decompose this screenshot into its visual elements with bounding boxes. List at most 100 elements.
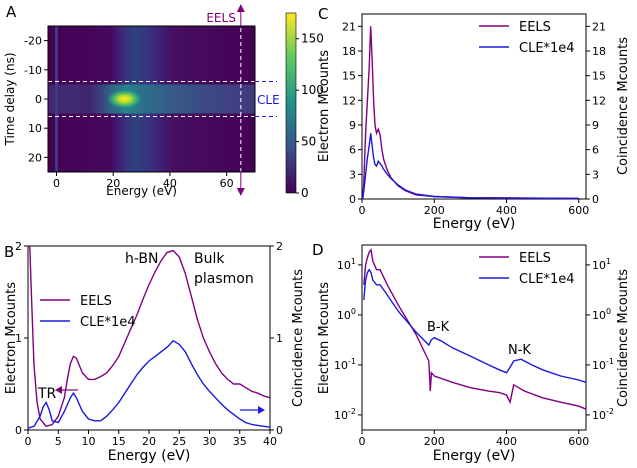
b-x-label: Energy (eV)	[108, 448, 191, 464]
c-x-tick-label: 0	[359, 204, 366, 217]
b-x-tick-label: 30	[203, 435, 217, 448]
eels-arrow-down	[236, 188, 245, 196]
a-x-tick-label: 0	[53, 177, 60, 190]
colorbar	[285, 12, 297, 194]
annotation-plasmon: plasmon	[194, 271, 254, 287]
c-y2-tick-label: 0	[592, 193, 599, 206]
annotation-hbn: h-BN	[125, 251, 159, 267]
c-legend-label: EELS	[519, 20, 551, 35]
c-y2-tick-label: 15	[592, 70, 606, 83]
a-x-label: Energy (eV)	[106, 184, 177, 198]
colorbar-tick-label: 100	[301, 83, 324, 97]
d-y-tick-label: 10-2	[334, 407, 356, 422]
c-y-tick-label: 0	[349, 193, 356, 206]
b-x-tick-label: 15	[112, 435, 126, 448]
b-y-tick-label: 1	[15, 332, 22, 345]
c-y2-label: Coincidence Mcounts	[616, 37, 631, 175]
d-y2-tick-label: 10-1	[592, 357, 614, 372]
d-legend-label: CLE*1e4	[519, 272, 575, 287]
d-y2-tick-exp: 1	[606, 257, 611, 266]
c-y-tick-label: 18	[342, 45, 356, 58]
d-y2-tick-label: 100	[592, 307, 611, 322]
b-legend-label: CLE*1e4	[80, 315, 136, 330]
a-y-tick-label: 20	[28, 151, 42, 164]
d-y2-tick-exp: 0	[606, 307, 611, 316]
annotation-bulk: Bulk	[194, 251, 225, 267]
b-arrow-cle-head	[258, 406, 265, 414]
d-x-tick-label: 400	[496, 435, 517, 448]
a-y-tick-label: 0	[35, 93, 42, 106]
heatmap-coincidence-band	[48, 84, 255, 114]
b-x-tick-label: 25	[172, 435, 186, 448]
c-legend-label: CLE*1e4	[519, 41, 575, 56]
d-y2-tick-exp: -2	[606, 407, 614, 416]
panel-label-d: D	[312, 241, 324, 259]
annotation-tr: TR	[37, 386, 57, 402]
b-x-tick-label: 40	[263, 435, 277, 448]
c-y-tick-label: 21	[342, 20, 356, 33]
d-y-tick-exp: -2	[348, 407, 356, 416]
a-x-tick-label: 40	[163, 177, 177, 190]
c-series-cle	[362, 133, 579, 200]
c-y2-tick-label: 9	[592, 119, 599, 132]
eels-arrow-up	[236, 4, 245, 12]
d-y-tick-label: 100	[337, 307, 356, 322]
d-y2-label: Coincidence Mcounts	[616, 269, 631, 407]
d-series-cle	[363, 268, 587, 383]
d-x-label: Energy (eV)	[433, 448, 516, 464]
colorbar-tick-label: 150	[301, 32, 324, 46]
b-x-tick-label: 35	[233, 435, 247, 448]
annotation-bk: B-K	[427, 320, 450, 335]
b-y2-tick-label: 0	[276, 424, 283, 437]
d-y-tick-exp: 0	[351, 307, 356, 316]
b-y-label: Electron Mcounts	[4, 282, 19, 394]
d-y-tick-exp: 1	[351, 257, 356, 266]
c-y2-tick-label: 12	[592, 94, 606, 107]
d-y-tick-exp: -1	[348, 357, 356, 366]
a-x-tick-label: 60	[220, 177, 234, 190]
a-y-tick-label: 10	[28, 122, 42, 135]
c-y2-tick-label: 21	[592, 20, 606, 33]
b-y2-label: Coincidence Mcounts	[291, 269, 306, 407]
colorbar-tick-label: 50	[301, 135, 316, 149]
c-y-label: Electron Mcounts	[317, 50, 332, 162]
b-y-tick-label: 2	[15, 240, 22, 253]
heatmap-peak	[106, 89, 143, 109]
b-x-tick-label: 10	[82, 435, 96, 448]
a-y-label: Time delay (ns)	[3, 52, 17, 146]
a-x-tick-label: 20	[106, 177, 120, 190]
panel-label-b: B	[4, 243, 14, 261]
panel-d-frame	[361, 244, 587, 431]
colorbar-tick-label: 0	[301, 186, 309, 200]
d-legend-label: EELS	[519, 251, 551, 266]
c-y-tick-label: 15	[342, 70, 356, 83]
panel-label-a: A	[6, 3, 17, 21]
c-x-tick-label: 400	[496, 204, 517, 217]
b-x-tick-label: 5	[55, 435, 62, 448]
b-arrow-eels-head	[55, 386, 62, 394]
b-series-eels	[29, 245, 271, 428]
b-legend-label: EELS	[80, 294, 112, 309]
b-x-tick-label: 0	[25, 435, 32, 448]
d-y2-tick-label: 10-2	[592, 407, 614, 422]
d-series-eels	[363, 248, 587, 410]
c-y2-tick-label: 18	[592, 45, 606, 58]
annotation-cle-a: CLE	[257, 93, 280, 107]
b-y2-tick-label: 2	[276, 240, 283, 253]
d-y2-tick-label: 101	[592, 257, 611, 272]
annotation-nk: N-K	[508, 343, 531, 358]
d-x-tick-label: 200	[424, 435, 445, 448]
c-y-tick-label: 12	[342, 94, 356, 107]
c-y-tick-label: 3	[349, 168, 356, 181]
c-y2-tick-label: 6	[592, 144, 599, 157]
d-y2-tick-exp: -1	[606, 357, 614, 366]
a-y-tick-label: -10	[24, 64, 42, 77]
d-x-tick-label: 600	[568, 435, 589, 448]
b-y-tick-label: 0	[15, 424, 22, 437]
d-y-label: Electron Mcounts	[317, 282, 332, 394]
annotation-eels-a: EELS	[206, 11, 235, 25]
b-y2-tick-label: 1	[276, 332, 283, 345]
c-x-tick-label: 600	[568, 204, 589, 217]
